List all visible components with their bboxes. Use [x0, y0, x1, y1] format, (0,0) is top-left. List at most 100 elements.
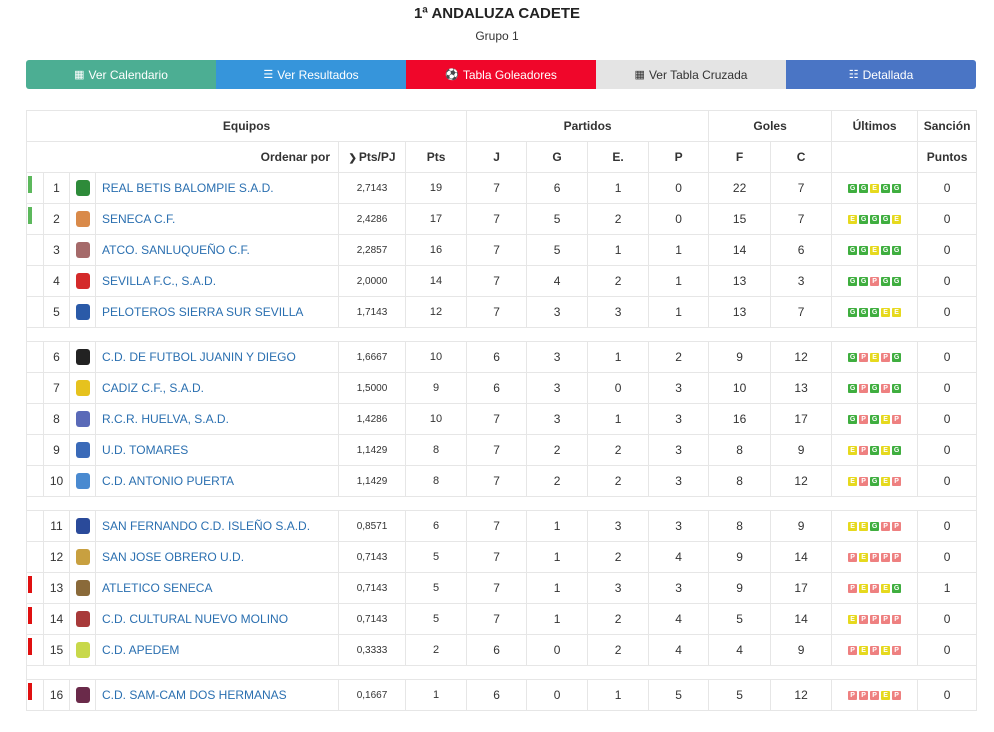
standings-table: Equipos Partidos Goles Últimos Sanción O… [25, 110, 978, 711]
crest-cell [69, 603, 96, 635]
nav-button-calculator[interactable]: ▦ Ver Tabla Cruzada [596, 60, 786, 89]
form-badge: E [859, 552, 869, 562]
sort-ppj-header[interactable]: ❯ Pts/PJ [338, 141, 406, 173]
soccer-ball-icon: ⚽ [445, 69, 459, 81]
form-badge: E [859, 645, 869, 655]
team-name-link[interactable]: C.D. ANTONIO PUERTA [95, 465, 339, 497]
team-name-link[interactable]: CADIZ C.F., S.A.D. [95, 372, 339, 404]
drawn: 2 [587, 265, 650, 297]
played: 7 [466, 265, 528, 297]
won: 6 [526, 172, 589, 204]
form-badge: P [881, 614, 891, 624]
nav-button-label: Ver Tabla Cruzada [648, 67, 748, 82]
crest-cell [69, 341, 96, 373]
team-name-link[interactable]: PELOTEROS SIERRA SUR SEVILLA [95, 296, 339, 328]
form-badge: G [881, 183, 891, 193]
lost: 3 [648, 434, 710, 466]
points: 9 [404, 372, 468, 404]
nav-button-list[interactable]: ☰ Ver Resultados [216, 60, 406, 89]
team-name-link[interactable]: SENECA C.F. [95, 203, 339, 235]
played: 6 [466, 372, 528, 404]
pts-per-game: 0,3333 [338, 634, 406, 666]
form-badge: E [870, 352, 880, 362]
crest-cell [69, 465, 96, 497]
form-badge: P [859, 414, 869, 424]
nuevo-molino-crest-icon [75, 611, 90, 627]
goals-for: 5 [708, 603, 772, 635]
team-name-link[interactable]: ATCO. SANLUQUEÑO C.F. [95, 234, 339, 266]
team-name-link[interactable]: SEVILLA F.C., S.A.D. [95, 265, 339, 297]
nav-button-table[interactable]: ☷ Detallada [786, 60, 976, 89]
form-badge: G [892, 352, 902, 362]
team-name-link[interactable]: C.D. DE FUTBOL JUANIN Y DIEGO [95, 341, 339, 373]
pts-header[interactable]: Pts [404, 141, 468, 173]
played: 6 [466, 634, 528, 666]
position: 5 [43, 296, 70, 328]
nav-button-calendar[interactable]: ▦ Ver Calendario [26, 60, 216, 89]
promotion-zone-marker [28, 207, 32, 224]
goals-against: 14 [770, 541, 833, 573]
goals-for: 13 [708, 265, 772, 297]
table-row: 1 REAL BETIS BALOMPIE S.A.D. 2,7143 19 7 6 1 0 2… [26, 172, 978, 204]
team-name-link[interactable]: C.D. APEDEM [95, 634, 339, 666]
nav-button-soccer-ball[interactable]: ⚽ Tabla Goleadores [406, 60, 596, 89]
drawn: 1 [587, 679, 650, 711]
team-name-link[interactable]: U.D. TOMARES [95, 434, 339, 466]
seneca-crest-icon [75, 211, 90, 227]
form-badge: E [870, 245, 880, 255]
form-badge: E [848, 214, 858, 224]
sanction-points: 0 [917, 341, 978, 373]
zone-marker-cell [26, 510, 44, 542]
sanction-points: 0 [917, 603, 978, 635]
table-row: 16 C.D. SAM-CAM DOS HERMANAS 0,1667 1 6 0 1 5 5 1… [26, 679, 978, 711]
team-name-link[interactable]: C.D. CULTURAL NUEVO MOLINO [95, 603, 339, 635]
table-row: 2 SENECA C.F. 2,4286 17 7 5 2 0 15 7 E G G G E 0 [26, 203, 978, 235]
goals-for: 14 [708, 234, 772, 266]
zone-marker-cell [26, 203, 44, 235]
team-name-link[interactable]: ATLETICO SENECA [95, 572, 339, 604]
played: 7 [466, 434, 528, 466]
lost: 5 [648, 679, 710, 711]
won: 3 [526, 296, 589, 328]
relegation-zone-marker [28, 607, 32, 624]
form-badge: P [892, 645, 902, 655]
pts-per-game: 1,5000 [338, 372, 406, 404]
pts-per-game: 1,1429 [338, 465, 406, 497]
san-fernando-crest-icon [75, 518, 90, 534]
form-badge: E [892, 307, 902, 317]
form-badge: E [881, 645, 891, 655]
sanction-points: 0 [917, 541, 978, 573]
won: 5 [526, 203, 589, 235]
goals-against: 9 [770, 434, 833, 466]
form-badge: P [870, 614, 880, 624]
played: 7 [466, 203, 528, 235]
team-name-link[interactable]: REAL BETIS BALOMPIE S.A.D. [95, 172, 339, 204]
won: 1 [526, 603, 589, 635]
form-badge: P [870, 276, 880, 286]
form-badge: E [848, 476, 858, 486]
form-badge: G [892, 276, 902, 286]
played: 7 [466, 510, 528, 542]
goals-against: 7 [770, 172, 833, 204]
won: 0 [526, 679, 589, 711]
crest-cell [69, 634, 96, 666]
form-badge: P [892, 614, 902, 624]
team-name-link[interactable]: SAN FERNANDO C.D. ISLEÑO S.A.D. [95, 510, 339, 542]
goals-for: 13 [708, 296, 772, 328]
drawn: 2 [587, 465, 650, 497]
team-name-link[interactable]: SAN JOSE OBRERO U.D. [95, 541, 339, 573]
team-name-link[interactable]: C.D. SAM-CAM DOS HERMANAS [95, 679, 339, 711]
crest-cell [69, 172, 96, 204]
drawn: 3 [587, 510, 650, 542]
form-badge: P [859, 476, 869, 486]
played: 7 [466, 541, 528, 573]
team-name-link[interactable]: R.C.R. HUELVA, S.A.D. [95, 403, 339, 435]
drawn: 1 [587, 172, 650, 204]
form-badge: E [848, 614, 858, 624]
position: 9 [43, 434, 70, 466]
drawn: 2 [587, 434, 650, 466]
